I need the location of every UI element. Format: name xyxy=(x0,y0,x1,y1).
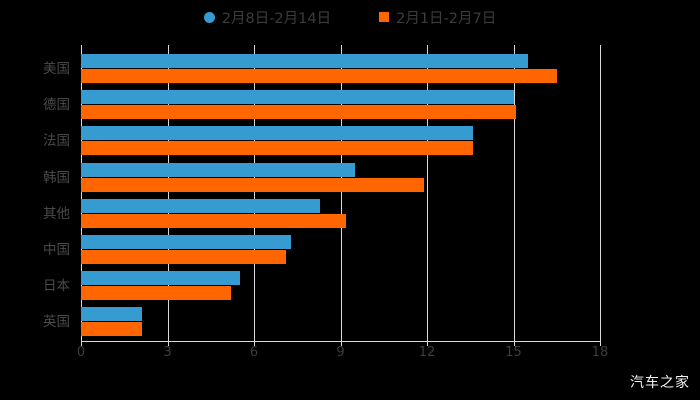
watermark-label: 汽车之家 xyxy=(630,375,690,391)
bar[interactable] xyxy=(81,307,142,322)
category-label: 其他 xyxy=(43,205,70,222)
bar[interactable] xyxy=(81,69,557,83)
bar[interactable] xyxy=(81,271,240,286)
bar[interactable] xyxy=(81,213,347,228)
bar-group-4 xyxy=(81,198,600,231)
gridline-x-15 xyxy=(513,45,515,341)
x-tick-mark-0 xyxy=(81,341,82,346)
category-label: 英国 xyxy=(43,314,70,331)
category-label: 韩国 xyxy=(43,169,70,186)
legend-dot-icon xyxy=(203,11,215,23)
category-label: 中国 xyxy=(43,242,70,258)
bar[interactable] xyxy=(81,250,286,264)
bar-group-3 xyxy=(81,162,600,195)
bar-group-1 xyxy=(81,90,600,122)
bar[interactable] xyxy=(81,126,474,141)
chart-legend: 2月8日-2月14日 2月1日-2月7日 xyxy=(0,6,700,28)
bar[interactable] xyxy=(81,90,514,105)
bar-group-5 xyxy=(81,235,600,267)
gridline-x-6 xyxy=(254,45,255,341)
x-tick-label: 18 xyxy=(591,345,609,360)
bar[interactable] xyxy=(81,177,425,192)
bar[interactable] xyxy=(81,141,474,156)
bar-group-6 xyxy=(81,271,600,303)
category-label: 日本 xyxy=(43,278,70,295)
x-tick-mark-3 xyxy=(167,341,169,346)
bar[interactable] xyxy=(81,235,292,249)
x-tick-label: 0 xyxy=(76,345,86,360)
x-tick-label: 3 xyxy=(163,345,172,360)
x-tick-mark-15 xyxy=(513,341,515,346)
bar[interactable] xyxy=(81,198,321,213)
category-label: 德国 xyxy=(43,97,70,114)
category-label: 美国 xyxy=(43,61,70,77)
x-tick-label: 6 xyxy=(249,345,259,360)
legend-label: 2月1日-2月7日 xyxy=(396,10,497,27)
bar-group-7 xyxy=(81,307,600,339)
x-tick-label: 15 xyxy=(505,345,522,360)
x-tick-mark-12 xyxy=(427,341,428,346)
category-label: 法国 xyxy=(43,133,70,150)
gridline-x-18 xyxy=(600,45,601,341)
plot-area: 美国德国法国韩国其他中国日本英国 xyxy=(43,45,601,341)
legend-entry-0[interactable]: 2月8日-2月14日 xyxy=(203,7,332,28)
bar[interactable] xyxy=(81,105,517,120)
legend-entry-1[interactable]: 2月1日-2月7日 xyxy=(379,7,496,28)
x-tick-mark-18 xyxy=(600,341,601,346)
legend-label: 2月8日-2月14日 xyxy=(221,10,332,27)
bar-group-2 xyxy=(81,126,600,158)
gridline-x-9 xyxy=(340,45,342,341)
bar[interactable] xyxy=(81,54,528,68)
x-tick-mark-9 xyxy=(340,341,342,346)
bar[interactable] xyxy=(81,322,142,337)
bar-group-0 xyxy=(81,54,600,86)
bar[interactable] xyxy=(81,162,355,177)
x-tick-label: 12 xyxy=(418,345,436,360)
bar[interactable] xyxy=(81,286,231,301)
x-tick-mark-6 xyxy=(254,341,255,346)
legend-square-icon xyxy=(379,12,390,22)
gridline-x-0 xyxy=(81,45,82,341)
gridline-x-12 xyxy=(427,45,428,341)
gridline-x-3 xyxy=(167,45,169,341)
x-tick-label: 9 xyxy=(336,345,345,360)
